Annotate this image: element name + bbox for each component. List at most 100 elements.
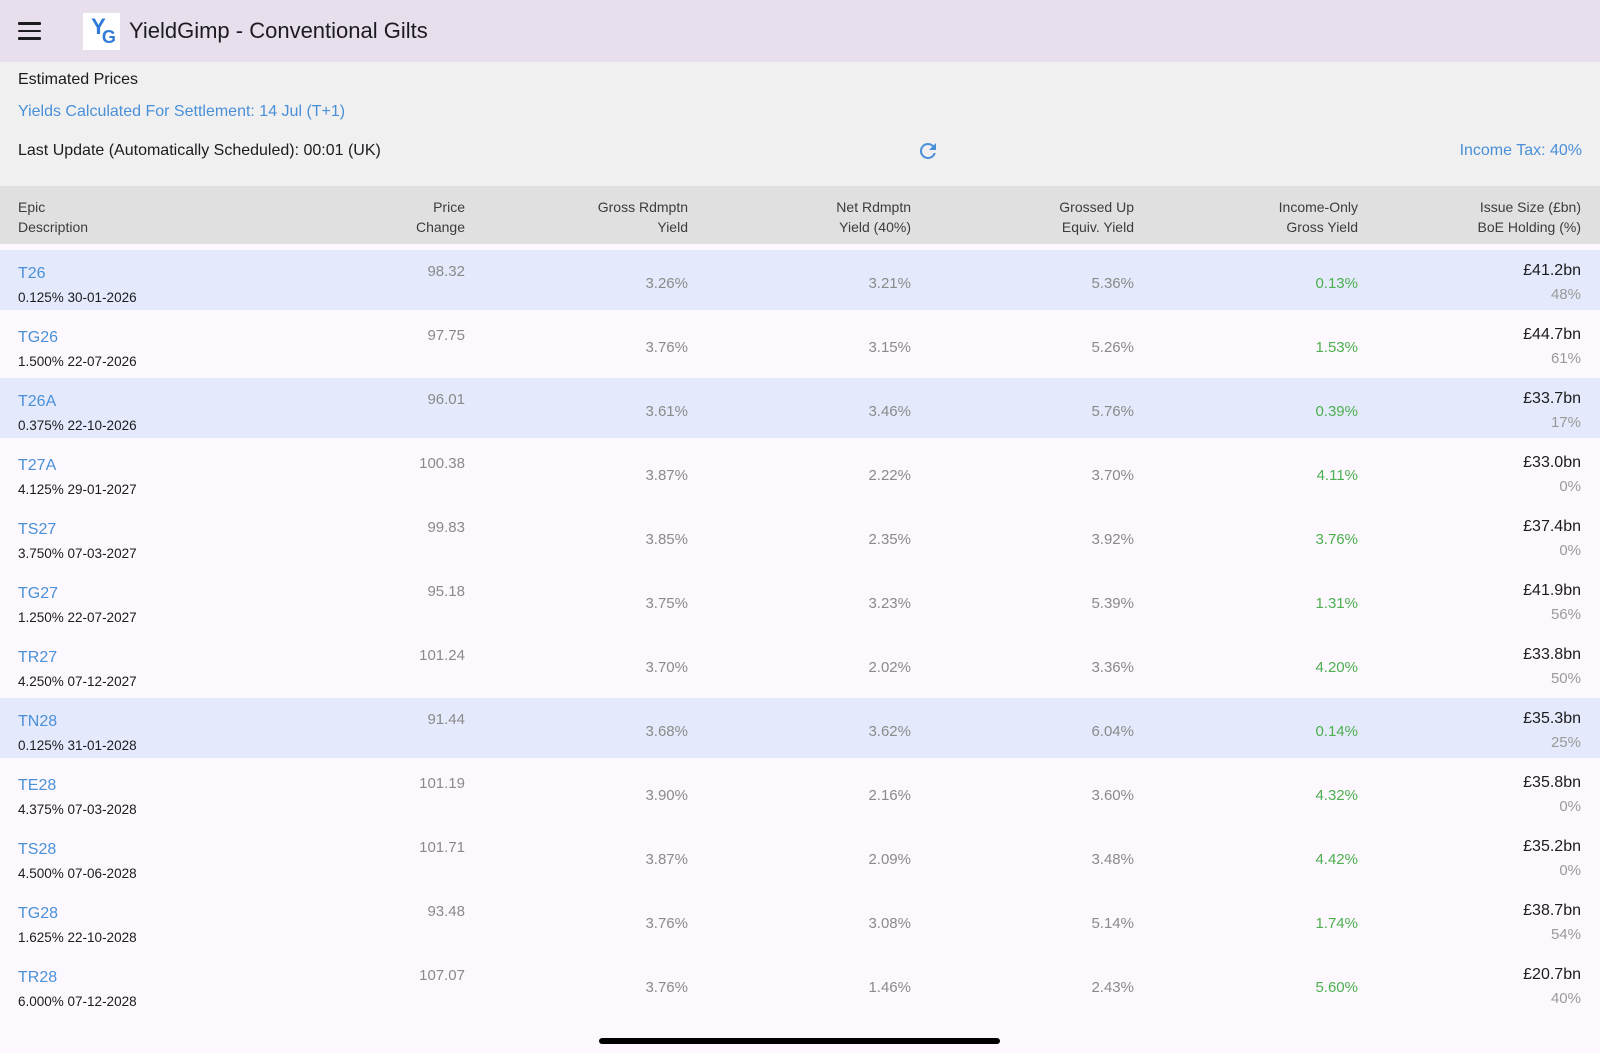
gilt-epic-link[interactable]: TN28 [18, 713, 58, 730]
net-redemption-yield: 2.16% [868, 787, 911, 804]
table-row[interactable]: T26 0.125% 30-01-2026 98.32 3.26% 3.21% 5.36%… [0, 250, 1600, 314]
header-net-rdmptn-line1: Net Rdmptn [836, 199, 911, 215]
estimated-prices-label: Estimated Prices [18, 71, 139, 88]
gilt-epic-link[interactable]: TG27 [18, 585, 59, 602]
boe-holding: 54% [1550, 926, 1581, 943]
header-gap [0, 244, 1600, 250]
gilt-epic-link[interactable]: TS27 [18, 521, 57, 538]
issue-size: £33.0bn [1523, 454, 1581, 471]
grossed-up-equiv-yield: 5.39% [1091, 595, 1134, 612]
gilt-description: 4.375% 07-03-2028 [18, 802, 137, 817]
income-tax-link[interactable]: Income Tax: 40% [1459, 142, 1582, 159]
income-only-gross-yield: 1.53% [1315, 339, 1358, 356]
header-income-only-line2: Gross Yield [1286, 218, 1358, 235]
header-gross-rdmptn-yield[interactable]: Gross Rdmptn Yield [598, 198, 688, 237]
gilt-description: 6.000% 07-12-2028 [18, 994, 137, 1009]
table-row[interactable]: TN28 0.125% 31-01-2028 91.44 3.68% 3.62% 6.04… [0, 698, 1600, 762]
gilt-description: 3.750% 07-03-2027 [18, 546, 137, 561]
gross-redemption-yield: 3.90% [645, 787, 688, 804]
gilt-epic-link[interactable]: TR28 [18, 969, 58, 986]
table-row[interactable]: TG26 1.500% 22-07-2026 97.75 3.76% 3.15% 5.26… [0, 314, 1600, 378]
table-row[interactable]: TS27 3.750% 07-03-2027 99.83 3.85% 2.35% 3.92… [0, 506, 1600, 570]
gilt-epic-link[interactable]: T26A [18, 393, 57, 410]
gilt-description: 4.125% 29-01-2027 [18, 482, 137, 497]
gilt-price: 101.19 [419, 775, 465, 792]
issue-size: £41.9bn [1523, 582, 1581, 599]
header-grossed-up-line2: Equiv. Yield [1061, 218, 1134, 235]
grossed-up-equiv-yield: 5.36% [1091, 275, 1134, 292]
grossed-up-equiv-yield: 5.26% [1091, 339, 1134, 356]
boe-holding: 50% [1550, 670, 1581, 687]
header-grossed-up-yield[interactable]: Grossed Up Equiv. Yield [1059, 198, 1134, 237]
grossed-up-equiv-yield: 3.36% [1091, 659, 1134, 676]
table-row[interactable]: T27A 4.125% 29-01-2027 100.38 3.87% 2.22% 3.7… [0, 442, 1600, 506]
gilt-description: 0.125% 31-01-2028 [18, 738, 137, 753]
boe-holding: 40% [1550, 990, 1581, 1007]
header-description: Description [18, 218, 89, 235]
table-row[interactable]: TR28 6.000% 07-12-2028 107.07 3.76% 1.46% 2.4… [0, 954, 1600, 1018]
net-redemption-yield: 1.46% [868, 979, 911, 996]
gross-redemption-yield: 3.87% [645, 467, 688, 484]
gilt-epic-link[interactable]: T27A [18, 457, 57, 474]
gross-redemption-yield: 3.76% [645, 339, 688, 356]
gilt-epic-link[interactable]: TG26 [18, 329, 59, 346]
gross-redemption-yield: 3.61% [645, 403, 688, 420]
table-row[interactable]: TG28 1.625% 22-10-2028 93.48 3.76% 3.08% 5.14… [0, 890, 1600, 954]
gilt-price: 97.75 [427, 327, 465, 344]
last-update-label: Last Update (Automatically Scheduled): 0… [18, 142, 381, 159]
gilt-epic-link[interactable]: TS28 [18, 841, 57, 858]
net-redemption-yield: 3.62% [868, 723, 911, 740]
gilt-description: 4.250% 07-12-2027 [18, 674, 137, 689]
header-price-change[interactable]: Price Change [416, 198, 465, 237]
home-indicator[interactable] [599, 1038, 1000, 1044]
header-gross-rdmptn-line1: Gross Rdmptn [597, 199, 688, 215]
income-only-gross-yield: 1.31% [1315, 595, 1358, 612]
gilts-table-body: T26 0.125% 30-01-2026 98.32 3.26% 3.21% 5.36%… [0, 250, 1600, 1018]
grossed-up-equiv-yield: 5.76% [1091, 403, 1134, 420]
gilt-epic-link[interactable]: TE28 [18, 777, 57, 794]
income-only-gross-yield: 0.13% [1315, 275, 1358, 292]
header-epic: Epic [18, 199, 46, 215]
gilt-description: 4.500% 07-06-2028 [18, 866, 137, 881]
header-issue-size: Issue Size (£bn) [1479, 199, 1581, 215]
boe-holding: 0% [1559, 862, 1581, 879]
income-only-gross-yield: 1.74% [1315, 915, 1358, 932]
income-only-gross-yield: 5.60% [1315, 979, 1358, 996]
income-only-gross-yield: 0.39% [1315, 403, 1358, 420]
header-change: Change [415, 218, 465, 235]
header-grossed-up-line1: Grossed Up [1059, 199, 1134, 215]
table-row[interactable]: TG27 1.250% 22-07-2027 95.18 3.75% 3.23% 5.39… [0, 570, 1600, 634]
menu-icon[interactable] [18, 17, 46, 45]
gilt-epic-link[interactable]: TR27 [18, 649, 58, 666]
gilt-epic-link[interactable]: T26 [18, 265, 46, 282]
income-only-gross-yield: 4.32% [1315, 787, 1358, 804]
header-net-rdmptn-yield[interactable]: Net Rdmptn Yield (40%) [836, 198, 911, 237]
issue-size: £37.4bn [1523, 518, 1581, 535]
income-only-gross-yield: 4.20% [1315, 659, 1358, 676]
boe-holding: 48% [1550, 286, 1581, 303]
grossed-up-equiv-yield: 3.48% [1091, 851, 1134, 868]
net-redemption-yield: 3.08% [868, 915, 911, 932]
header-issue-size-boe[interactable]: Issue Size (£bn) BoE Holding (%) [1478, 198, 1582, 237]
table-row[interactable]: T26A 0.375% 22-10-2026 96.01 3.61% 3.46% 5.76… [0, 378, 1600, 442]
gross-redemption-yield: 3.76% [645, 915, 688, 932]
issue-size: £33.8bn [1523, 646, 1581, 663]
header-gross-rdmptn-line2: Yield [657, 218, 688, 235]
header-epic-description[interactable]: Epic Description [18, 198, 88, 237]
gilt-epic-link[interactable]: TG28 [18, 905, 59, 922]
settlement-date-link[interactable]: Yields Calculated For Settlement: 14 Jul… [18, 103, 346, 120]
issue-size: £41.2bn [1523, 262, 1581, 279]
gilt-price: 101.71 [419, 839, 465, 856]
refresh-icon[interactable] [916, 139, 940, 163]
issue-size: £38.7bn [1523, 902, 1581, 919]
grossed-up-equiv-yield: 3.70% [1091, 467, 1134, 484]
table-row[interactable]: TR27 4.250% 07-12-2027 101.24 3.70% 2.02% 3.3… [0, 634, 1600, 698]
boe-holding: 0% [1559, 478, 1581, 495]
net-redemption-yield: 3.23% [868, 595, 911, 612]
table-row[interactable]: TE28 4.375% 07-03-2028 101.19 3.90% 2.16% 3.6… [0, 762, 1600, 826]
boe-holding: 17% [1550, 414, 1581, 431]
header-price: Price [433, 199, 465, 215]
header-income-only-yield[interactable]: Income-Only Gross Yield [1279, 198, 1358, 237]
table-row[interactable]: TS28 4.500% 07-06-2028 101.71 3.87% 2.09% 3.4… [0, 826, 1600, 890]
